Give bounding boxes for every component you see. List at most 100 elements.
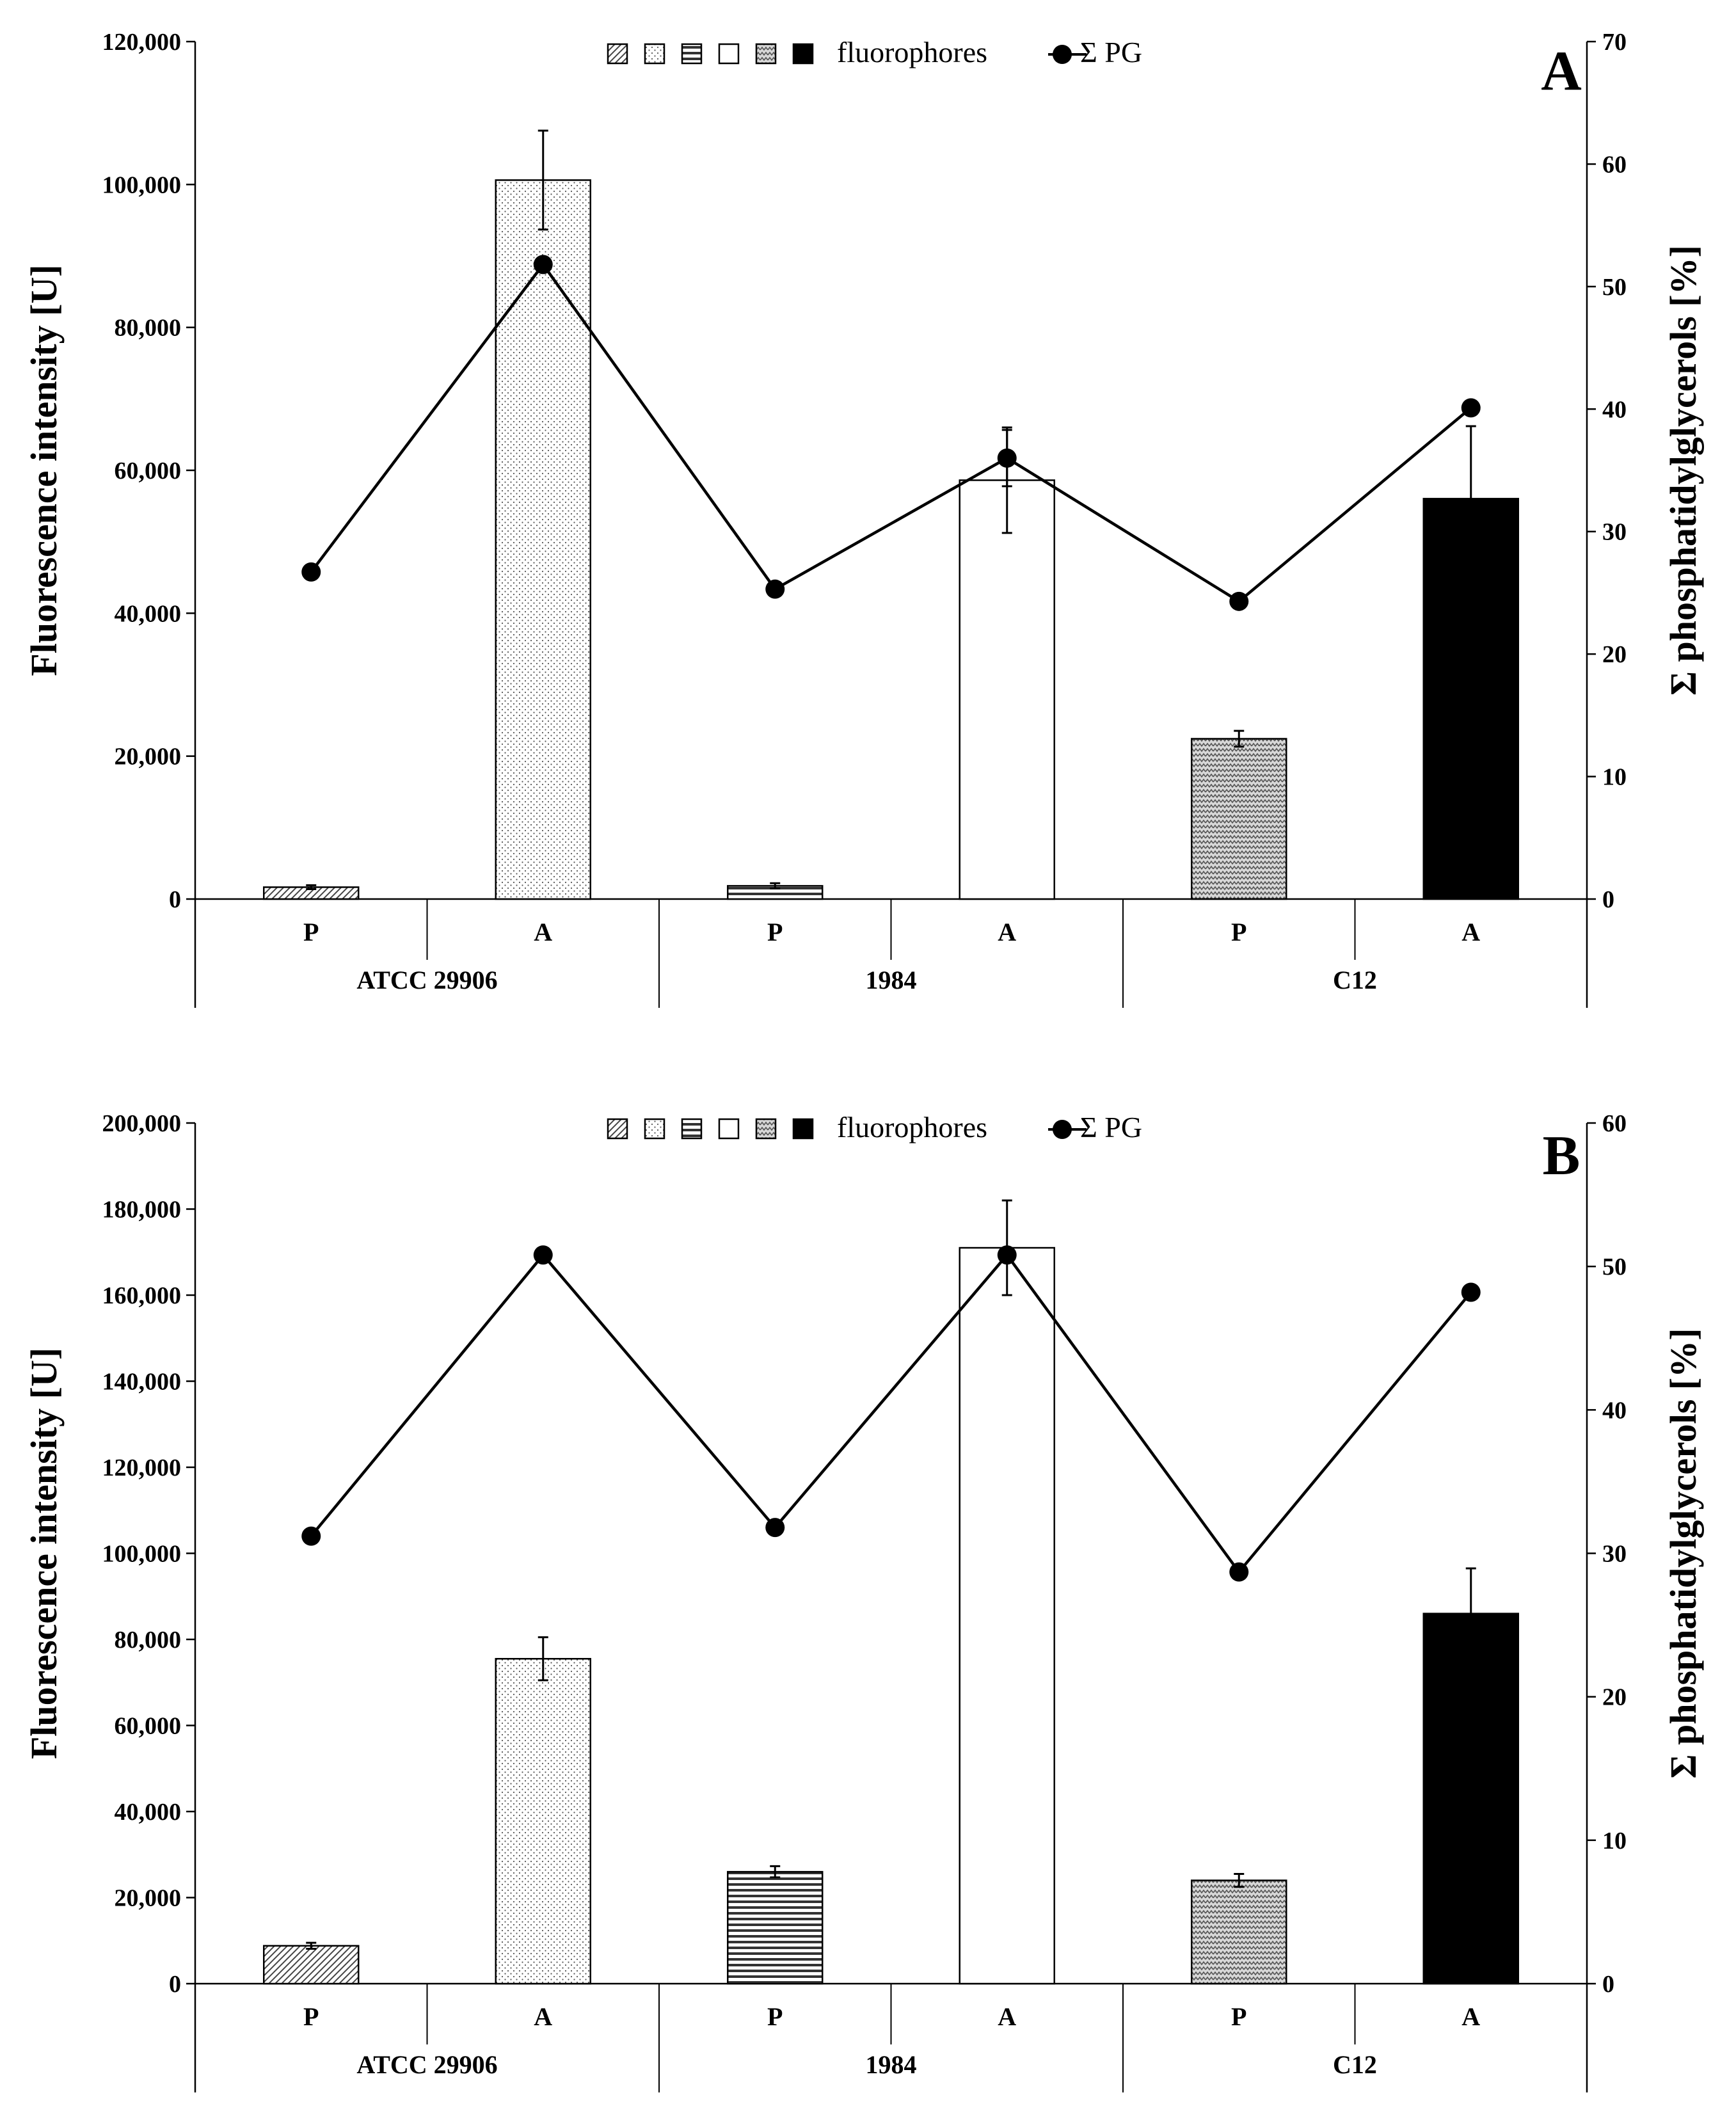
right-axis-title: Σ phosphatidylglycerols [%]: [1662, 1328, 1704, 1779]
sum-pg-point: [533, 1245, 553, 1265]
left-axis-title: Fluorescence intensity [U]: [23, 1348, 65, 1759]
group-label: C12: [1333, 2050, 1377, 2079]
category-label: A: [1461, 918, 1480, 946]
left-tick-label: 120,000: [102, 1454, 182, 1481]
right-tick-label: 40: [1602, 1397, 1627, 1424]
right-tick-label: 0: [1602, 1971, 1614, 1998]
category-label: P: [303, 918, 319, 946]
sum-pg-point: [301, 562, 321, 582]
legend: fluorophores Σ PG: [607, 1111, 1142, 1143]
sum-pg-point: [1461, 1282, 1481, 1302]
group-label: C12: [1333, 966, 1377, 994]
legend-swatch-hatch: [607, 43, 628, 65]
left-tick-label: 0: [169, 1971, 181, 1998]
legend-sum-pg-label: Σ PG: [1080, 1111, 1142, 1143]
legend-fluorophores-label: fluorophores: [837, 1111, 987, 1143]
right-tick-label: 20: [1602, 1684, 1627, 1711]
left-tick-label: 140,000: [102, 1369, 182, 1396]
right-tick-label: 30: [1602, 519, 1627, 546]
right-tick-label: 60: [1602, 151, 1627, 178]
left-tick-label: 60,000: [115, 1713, 182, 1740]
panel-label: B: [1543, 1125, 1581, 1187]
legend-swatch-dots: [644, 43, 665, 65]
left-tick-label: 120,000: [102, 29, 182, 56]
bar-p-zigzag: [1191, 1879, 1287, 1985]
left-tick-label: 20,000: [115, 744, 182, 770]
right-axis-title: Σ phosphatidylglycerols [%]: [1662, 245, 1704, 696]
right-tick-label: 10: [1602, 1828, 1627, 1854]
category-label: A: [998, 918, 1016, 946]
bar-a-empty: [959, 479, 1055, 900]
bar-a-dots: [495, 1658, 591, 1985]
group-label: 1984: [866, 966, 917, 994]
sum-pg-line: [310, 1252, 1472, 1575]
panel-b-chart: 0 20,000 40,000 60,000 80,000 100,000 120,000 1…: [23, 1110, 1704, 2092]
legend-swatch-zigzag: [755, 1118, 777, 1140]
legend-swatch-dots: [644, 1118, 665, 1140]
left-tick-label: 80,000: [115, 315, 182, 342]
sum-pg-point: [997, 1245, 1017, 1265]
legend-swatch-solid: [792, 1118, 814, 1140]
sum-pg-line: [310, 262, 1472, 603]
sum-pg-point: [301, 1526, 321, 1546]
bar-a-solid: [1422, 1613, 1519, 1985]
left-tick-label: 20,000: [115, 1885, 182, 1912]
sum-pg-point: [997, 448, 1017, 468]
category-label: A: [534, 918, 552, 946]
legend-swatch-hstripes: [681, 43, 703, 65]
left-tick-label: 180,000: [102, 1197, 182, 1223]
group-label: ATCC 29906: [356, 2050, 497, 2079]
category-label: A: [1461, 2002, 1480, 2031]
right-tick-label: 50: [1602, 274, 1627, 301]
bar-p-hatch: [263, 1945, 360, 1985]
category-label: A: [534, 2002, 552, 2031]
group-label: ATCC 29906: [356, 966, 497, 994]
legend-line-marker: [1053, 45, 1072, 64]
right-tick-label: 40: [1602, 396, 1627, 423]
left-tick-label: 40,000: [115, 600, 182, 627]
bar-p-hstripes: [727, 1870, 824, 1985]
sum-pg-point: [765, 1518, 785, 1538]
legend-swatch-solid: [792, 43, 814, 65]
left-tick-label: 80,000: [115, 1627, 182, 1653]
right-tick-label: 30: [1602, 1541, 1627, 1568]
legend: fluorophores Σ PG: [607, 36, 1142, 68]
left-tick-label: 60,000: [115, 458, 182, 484]
left-axis-title: Fluorescence intensity [U]: [23, 264, 65, 676]
right-tick-label: 50: [1602, 1254, 1627, 1280]
panel-label: A: [1541, 40, 1582, 102]
sum-pg-point: [765, 579, 785, 599]
bar-p-zigzag: [1191, 738, 1287, 900]
category-label: P: [1231, 918, 1246, 946]
left-tick-label: 160,000: [102, 1282, 182, 1309]
legend-swatch-empty: [718, 1118, 740, 1140]
bar-a-empty: [959, 1247, 1055, 1985]
legend-sum-pg-label: Σ PG: [1080, 36, 1142, 68]
sum-pg-point: [1461, 398, 1481, 418]
legend-swatch-hatch: [607, 1118, 628, 1140]
legend-swatch-hstripes: [681, 1118, 703, 1140]
category-label: P: [303, 2002, 319, 2031]
left-tick-label: 100,000: [102, 171, 182, 198]
category-label: P: [1231, 2002, 1246, 2031]
legend-line-marker: [1053, 1120, 1072, 1139]
sum-pg-point: [1229, 591, 1249, 611]
right-tick-label: 0: [1602, 886, 1614, 913]
panel-a-chart: 0 20,000 40,000 60,000 80,000 100,000 120,000 0…: [23, 29, 1704, 1008]
right-tick-label: 70: [1602, 29, 1627, 56]
category-label: P: [767, 918, 783, 946]
left-tick-label: 40,000: [115, 1799, 182, 1826]
category-label: P: [767, 2002, 783, 2031]
left-tick-label: 200,000: [102, 1110, 182, 1137]
legend-swatch-empty: [718, 43, 740, 65]
sum-pg-point: [533, 255, 553, 275]
left-tick-label: 100,000: [102, 1541, 182, 1568]
category-label: A: [998, 2002, 1016, 2031]
sum-pg-point: [1229, 1562, 1249, 1582]
legend-swatch-zigzag: [755, 43, 777, 65]
left-tick-label: 0: [169, 886, 181, 913]
group-label: 1984: [866, 2050, 917, 2079]
bar-a-dots: [495, 179, 591, 900]
right-tick-label: 10: [1602, 764, 1627, 791]
